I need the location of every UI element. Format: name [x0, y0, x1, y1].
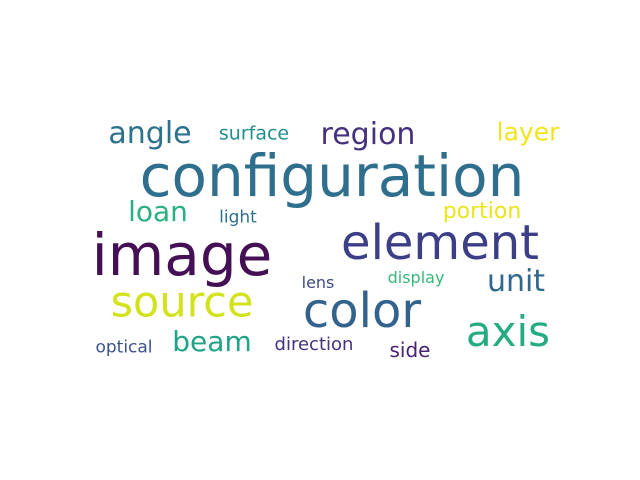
word-configuration: configuration	[140, 147, 525, 205]
word-light: light	[219, 210, 257, 227]
word-layer: layer	[497, 120, 560, 145]
word-side: side	[390, 340, 431, 360]
word-portion: portion	[443, 201, 522, 223]
word-unit: unit	[487, 267, 545, 297]
word-lens: lens	[302, 275, 335, 291]
word-beam: beam	[172, 328, 251, 356]
word-element: element	[341, 219, 539, 267]
word-region: region	[321, 120, 416, 150]
word-surface: surface	[219, 125, 289, 144]
word-color: color	[303, 287, 421, 335]
word-axis: axis	[466, 311, 550, 353]
word-direction: direction	[275, 336, 354, 354]
word-optical: optical	[95, 340, 152, 357]
word-display: display	[388, 270, 445, 286]
word-loan: loan	[128, 198, 188, 226]
word-angle: angle	[108, 119, 191, 149]
word-source: source	[111, 282, 254, 325]
word-image: image	[92, 226, 273, 284]
